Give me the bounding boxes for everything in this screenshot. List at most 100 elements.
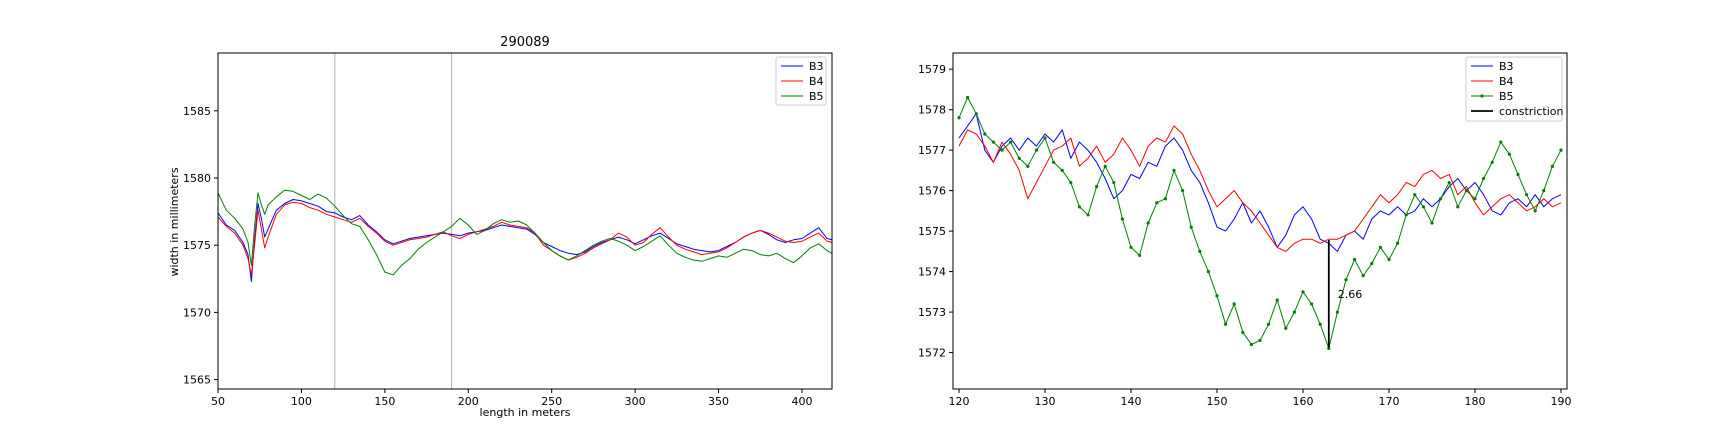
data-point: [1060, 168, 1064, 172]
x-tick-label: 300: [625, 395, 646, 408]
data-point: [1507, 152, 1511, 156]
y-tick-label: 1576: [918, 185, 946, 198]
x-tick-label: 50: [211, 395, 225, 408]
x-tick-label: 120: [949, 395, 970, 408]
left-chart: 290089 length in meters width in millime…: [168, 35, 833, 419]
y-tick-label: 1579: [918, 63, 946, 76]
data-point: [1258, 338, 1262, 343]
data-point: [1438, 197, 1443, 201]
data-point: [1009, 140, 1013, 144]
data-point: [1370, 261, 1374, 266]
x-tick-label: 100: [291, 395, 312, 408]
data-point: [1335, 310, 1339, 314]
legend-marker: [1480, 94, 1484, 98]
data-point: [1456, 205, 1460, 209]
plot-frame: [217, 52, 833, 390]
data-point: [1490, 160, 1494, 164]
legend-label-b4: B4: [1499, 75, 1514, 88]
data-point: [1069, 180, 1073, 185]
x-tick-label: 250: [541, 395, 562, 408]
legend-label-b5: B5: [809, 90, 824, 103]
data-point: [1077, 205, 1082, 209]
data-point: [1533, 209, 1537, 213]
data-point: [1344, 278, 1348, 282]
data-point: [1112, 180, 1116, 185]
data-point: [1163, 197, 1168, 201]
data-point: [1421, 205, 1425, 209]
plot-area: [957, 95, 1563, 351]
data-point: [1043, 136, 1047, 140]
x-tick-label: 190: [1550, 395, 1571, 408]
legend-label-constriction: constriction: [1499, 105, 1564, 118]
data-point: [1473, 197, 1477, 201]
data-point: [1120, 217, 1125, 221]
data-point: [1404, 213, 1408, 217]
x-tick-label: 150: [374, 395, 395, 408]
data-point: [1292, 310, 1296, 314]
y-tick-label: 1572: [918, 347, 946, 360]
data-point: [1447, 180, 1451, 185]
series-line-b4: [218, 201, 832, 276]
data-point: [1352, 257, 1357, 262]
data-point: [1206, 270, 1211, 274]
data-point: [974, 112, 978, 116]
data-point: [1215, 294, 1219, 298]
left-chart-title: 290089: [500, 35, 550, 50]
x-tick-label: 400: [791, 395, 812, 408]
data-point: [1249, 342, 1254, 347]
data-point: [1387, 257, 1391, 262]
data-point: [1095, 184, 1099, 189]
left-x-axis-label: length in meters: [480, 406, 571, 419]
y-tick-label: 1578: [918, 104, 946, 117]
x-tick-label: 170: [1378, 395, 1399, 408]
legend-label-b5: B5: [1499, 90, 1514, 103]
data-point: [1309, 302, 1314, 306]
y-tick-label: 1573: [918, 306, 946, 319]
legend-label-b4: B4: [809, 75, 824, 88]
legend-box: [1465, 56, 1563, 122]
y-tick-label: 1580: [183, 172, 211, 185]
y-tick-label: 1565: [183, 374, 211, 387]
legend-label-b3: B3: [809, 60, 824, 73]
data-point: [1430, 221, 1434, 225]
data-point: [1499, 140, 1503, 144]
x-tick-label: 200: [458, 395, 479, 408]
data-point: [966, 95, 970, 100]
data-point: [1026, 164, 1030, 168]
data-point: [1318, 322, 1322, 326]
data-point: [1327, 346, 1331, 351]
data-point: [1464, 189, 1468, 193]
data-point: [1524, 193, 1529, 197]
x-tick-label: 140: [1121, 395, 1142, 408]
left-y-axis-label: width in millimeters: [168, 167, 181, 276]
y-tick-label: 1585: [183, 105, 211, 118]
legend-label-b3: B3: [1499, 60, 1514, 73]
x-tick-label: 160: [1292, 395, 1313, 408]
y-tick-label: 1570: [183, 306, 211, 319]
data-point: [983, 132, 987, 136]
plot-area: [218, 53, 832, 389]
x-tick-label: 150: [1207, 395, 1228, 408]
data-point: [1395, 241, 1400, 245]
constriction-label: 2.66: [1338, 288, 1363, 301]
data-point: [1052, 160, 1056, 164]
data-point: [1017, 156, 1021, 160]
data-point: [1378, 245, 1382, 249]
data-point: [1103, 164, 1107, 168]
data-point: [1550, 164, 1554, 168]
x-tick-label: 350: [708, 395, 729, 408]
series-line-b3: [218, 199, 832, 282]
y-tick-label: 1575: [183, 239, 211, 252]
data-point: [1189, 225, 1193, 229]
data-point: [1481, 176, 1486, 181]
data-point: [1266, 322, 1271, 326]
y-tick-label: 1574: [918, 266, 946, 279]
data-point: [1000, 148, 1004, 152]
data-point: [1413, 193, 1417, 197]
right-chart: 2.66 120 130 140 150 160 170 180 190 1572 1573 157…: [918, 52, 1571, 408]
data-point: [1284, 326, 1288, 330]
series-line-b5: [218, 189, 832, 276]
data-point: [1138, 253, 1142, 258]
data-point: [1275, 298, 1279, 302]
